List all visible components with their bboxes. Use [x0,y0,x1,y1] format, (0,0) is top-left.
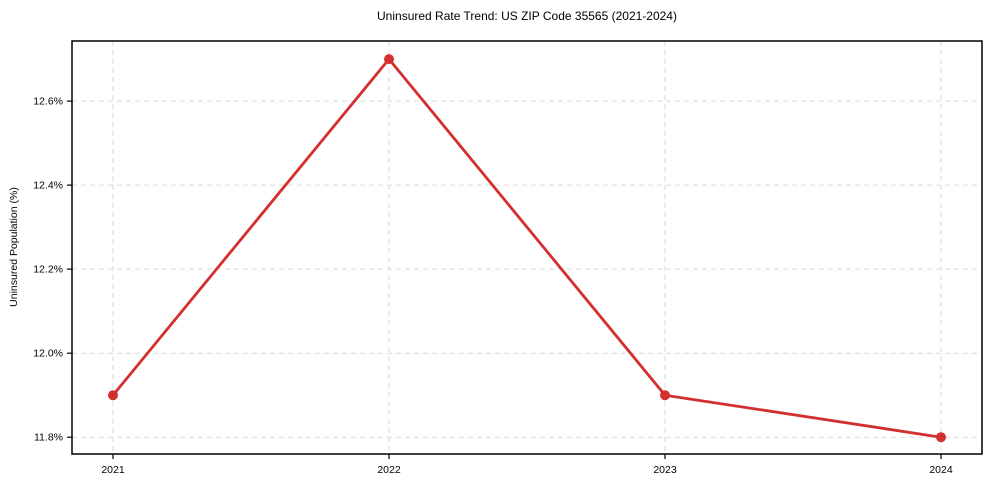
trend-line [111,57,943,439]
y-tick-label: 12.2% [33,264,63,276]
y-tick-label: 12.0% [33,348,63,360]
x-tick-label: 2023 [653,464,677,476]
data-point [384,54,394,65]
plot-border [71,40,983,455]
data-point [936,432,946,443]
data-point [108,390,118,401]
chart-title: Uninsured Rate Trend: US ZIP Code 35565 … [377,9,677,23]
y-tick-label: 11.8% [34,432,63,444]
y-tick-label: 12.6% [33,96,63,108]
x-tick-label: 2021 [101,464,125,476]
x-tick-label: 2024 [929,464,953,476]
y-tick-label: 12.4% [33,180,63,192]
x-tick-label: 2022 [377,464,401,476]
data-point [660,390,670,401]
